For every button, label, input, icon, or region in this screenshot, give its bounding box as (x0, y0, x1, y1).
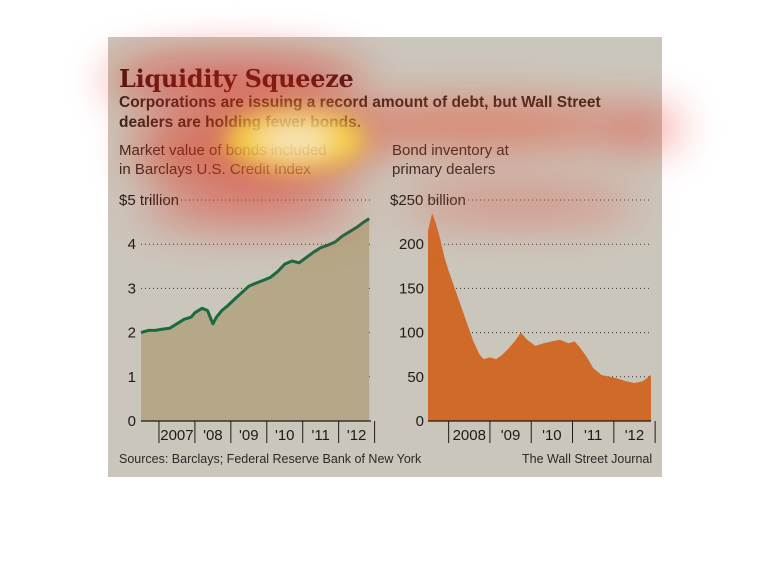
series-area (141, 218, 370, 421)
x-tick-label: 2007 (160, 427, 193, 444)
x-tick-label: '09 (239, 427, 259, 444)
series-area (428, 213, 651, 421)
y-tick-label: 1 (128, 369, 136, 386)
y-tick-label: 0 (416, 413, 424, 430)
y-tick-label: 0 (128, 413, 136, 430)
x-tick-label: '10 (275, 427, 295, 444)
x-tick-label: '08 (203, 427, 223, 444)
x-tick-label: '09 (501, 427, 521, 444)
x-tick-label: '10 (542, 427, 562, 444)
y-tick-label: 4 (128, 236, 136, 253)
x-tick-label: '11 (311, 427, 329, 444)
x-tick-label: '12 (347, 427, 367, 444)
series-line (140, 217, 371, 335)
x-tick-label: 2008 (453, 427, 486, 444)
y-tick-label: 150 (399, 280, 424, 297)
y-tick-label: 200 (399, 236, 424, 253)
y-tick-label: 2 (128, 325, 136, 342)
credit-note: The Wall Street Journal (522, 452, 653, 466)
x-tick-label: '11 (584, 427, 602, 444)
y-tick-label: 100 (399, 325, 424, 342)
y-tick-label: 50 (407, 369, 424, 386)
x-tick-label: '12 (625, 427, 645, 444)
source-note: Sources: Barclays; Federal Reserve Bank … (119, 452, 422, 466)
right-chart-header-line-2: primary dealers (392, 161, 496, 178)
y-tick-label: 3 (128, 280, 136, 297)
